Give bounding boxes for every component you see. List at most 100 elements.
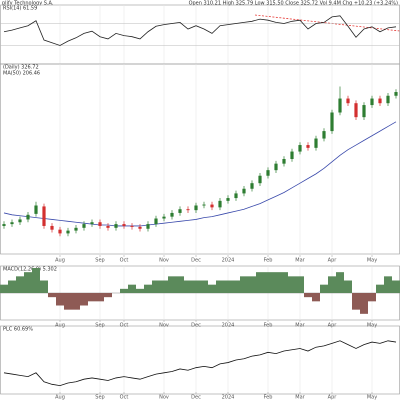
candle-body <box>314 138 318 148</box>
bar <box>232 280 240 293</box>
candle-body <box>338 98 342 113</box>
candle-body <box>186 209 190 211</box>
candle-body <box>242 188 246 194</box>
bar <box>248 276 256 293</box>
bar <box>344 280 352 293</box>
candle-body <box>266 170 270 176</box>
x-tick-label: May <box>367 395 377 400</box>
candle-body <box>170 212 174 217</box>
candle-body <box>370 98 374 106</box>
panel-label: MACD(12,26,9) 5.302 <box>3 267 57 273</box>
bar <box>72 293 80 310</box>
x-tick-label: Nov <box>159 395 169 400</box>
bar <box>8 280 16 293</box>
bar <box>384 276 392 293</box>
bar <box>320 284 328 293</box>
candle-body <box>394 92 398 96</box>
candle-body <box>282 159 286 164</box>
bar <box>128 284 136 293</box>
candle-body <box>98 222 102 226</box>
candle-body <box>234 193 238 199</box>
symbol-title: plify Technology S.A. <box>2 1 54 7</box>
x-tick-label: May <box>367 323 377 329</box>
bar <box>376 284 384 293</box>
candle-body <box>122 224 126 226</box>
x-tick-label: Sep <box>95 258 104 264</box>
overlay-label: MA(50) 206.46 <box>3 71 40 77</box>
candle-body <box>250 183 254 189</box>
candle-body <box>42 206 46 226</box>
x-tick-label: Aug <box>55 258 65 264</box>
x-tick-label: Oct <box>120 323 129 329</box>
x-tick-label: Sep <box>95 323 104 329</box>
candle-body <box>274 163 278 171</box>
x-tick-label: Apr <box>328 323 338 329</box>
x-tick-label: Aug <box>55 323 65 329</box>
bar <box>352 293 360 310</box>
x-tick-label: 2024 <box>222 395 235 400</box>
bar <box>368 293 376 302</box>
bar <box>208 284 216 293</box>
candle-body <box>322 131 326 139</box>
bar <box>200 280 208 293</box>
bar <box>296 276 304 293</box>
x-tick-label: Feb <box>264 323 273 329</box>
candle-body <box>386 95 390 104</box>
candle-body <box>210 204 214 208</box>
bar <box>80 293 88 306</box>
bar <box>328 276 336 293</box>
candle-body <box>114 224 118 228</box>
bar <box>136 288 144 293</box>
candle-body <box>306 145 310 148</box>
bar <box>96 293 104 302</box>
candle-body <box>18 219 22 223</box>
candle-body <box>298 145 302 152</box>
bar <box>312 293 320 302</box>
x-tick-label: Apr <box>328 258 338 264</box>
bar <box>360 293 368 314</box>
candle-body <box>258 175 262 184</box>
candle-body <box>226 198 230 201</box>
candle-body <box>34 205 38 214</box>
bar <box>280 272 288 293</box>
candle-body <box>346 98 350 104</box>
candle-body <box>362 105 366 118</box>
bar <box>264 272 272 293</box>
bar <box>104 293 112 298</box>
x-tick-label: Dec <box>191 258 201 264</box>
x-tick-label: May <box>367 258 377 264</box>
bar <box>160 280 168 293</box>
bar <box>32 268 40 293</box>
x-tick-label: 2024 <box>222 323 235 329</box>
candle-body <box>90 222 94 225</box>
bar <box>184 280 192 293</box>
candle-body <box>154 218 158 225</box>
bar <box>192 280 200 293</box>
quote: Open 310.21 High 325.79 Low 315.50 Close… <box>189 1 398 7</box>
candle-body <box>194 205 198 211</box>
bar <box>0 284 8 293</box>
candle-body <box>378 98 382 104</box>
bar <box>272 272 280 293</box>
candle-body <box>82 224 86 228</box>
x-tick-label: Aug <box>55 395 65 400</box>
line <box>3 340 397 387</box>
candle-body <box>178 209 182 213</box>
bar <box>120 288 128 293</box>
bar <box>24 272 32 293</box>
bar <box>392 280 400 293</box>
bar <box>168 276 176 293</box>
x-tick-label: Nov <box>159 258 169 264</box>
bar <box>288 276 296 293</box>
x-tick-label: Dec <box>191 323 201 329</box>
panel-label: RSI(14) 61.59 <box>3 6 37 12</box>
bar <box>240 276 248 293</box>
bar <box>144 284 152 293</box>
bar <box>216 280 224 293</box>
bar <box>336 272 344 293</box>
x-tick-label: Sep <box>95 395 104 400</box>
candle-body <box>2 224 6 226</box>
x-tick-label: Oct <box>120 395 129 400</box>
x-tick-label: Dec <box>191 395 201 400</box>
bar <box>64 293 72 310</box>
